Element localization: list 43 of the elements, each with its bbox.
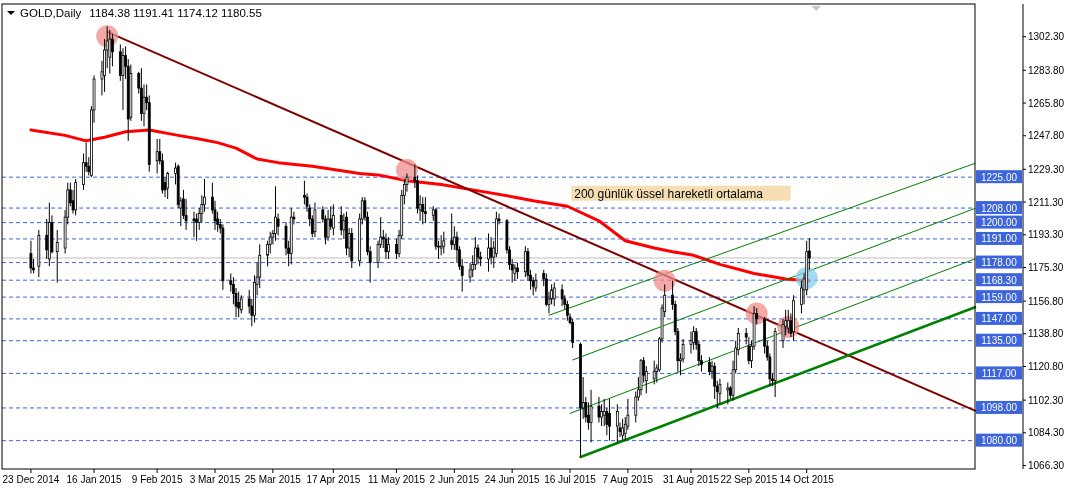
ref-line-label: 1159.00 xyxy=(981,291,1018,303)
ref-line-label: 1200.00 xyxy=(980,217,1018,229)
y-tick-label: 1102.30 xyxy=(1028,394,1064,406)
ref-line-label: 1135.00 xyxy=(981,335,1018,347)
x-tick-label: 25 Mar 2015 xyxy=(244,474,302,485)
y-tick-label: 1211.30 xyxy=(1028,196,1064,208)
ref-line-label: 1168.30 xyxy=(981,274,1018,286)
x-tick-label: 22 Sep 2015 xyxy=(720,474,778,485)
y-tick-label: 1084.30 xyxy=(1028,427,1065,439)
x-tick-label: 11 May 2015 xyxy=(367,474,426,485)
annotation: 200 günlük üssel hareketli ortalama xyxy=(574,186,764,201)
x-tick-label: 3 Mar 2015 xyxy=(189,474,241,485)
y-tick-label: 1265.80 xyxy=(1028,97,1065,109)
ref-line-label: 1191.00 xyxy=(981,233,1018,245)
y-tick-label: 1175.30 xyxy=(1028,261,1064,273)
x-tick-label: 7 Aug 2015 xyxy=(602,474,654,485)
x-tick-label: 31 Aug 2015 xyxy=(662,474,720,485)
y-tick-label: 1138.80 xyxy=(1028,328,1064,340)
chart-title: GOLD,Daily xyxy=(20,7,82,19)
ref-line-label: 1147.00 xyxy=(981,313,1018,325)
ref-line-label: 1098.00 xyxy=(980,402,1018,414)
x-tick-label: 24 Jun 2015 xyxy=(484,474,541,485)
y-tick-label: 1229.30 xyxy=(1028,163,1065,175)
y-tick-label: 1156.80 xyxy=(1028,295,1064,307)
y-tick-label: 1302.30 xyxy=(1028,31,1065,43)
ref-line-label: 1225.00 xyxy=(980,171,1018,183)
y-tick-label: 1283.80 xyxy=(1028,64,1065,76)
x-tick-label: 14 Oct 2015 xyxy=(779,474,835,485)
x-tick-label: 23 Dec 2014 xyxy=(2,474,60,485)
ref-line-label: 1117.00 xyxy=(981,367,1017,379)
ref-line-label: 1208.00 xyxy=(980,202,1018,214)
x-tick-label: 9 Feb 2015 xyxy=(131,474,183,485)
y-tick-label: 1247.80 xyxy=(1028,130,1065,142)
ref-line-label: 1080.00 xyxy=(980,435,1018,447)
ref-line-label: 1178.00 xyxy=(981,257,1018,269)
x-tick-label: 17 Apr 2015 xyxy=(306,474,361,485)
x-tick-label: 2 Jun 2015 xyxy=(429,474,480,485)
y-tick-label: 1066.30 xyxy=(1028,460,1065,472)
x-tick-label: 16 Jul 2015 xyxy=(544,474,597,485)
y-tick-label: 1193.30 xyxy=(1028,229,1064,241)
chart-subtitle: 1184.38 1191.41 1174.12 1180.55 xyxy=(89,7,262,19)
x-tick-label: 16 Jan 2015 xyxy=(66,474,122,485)
y-tick-label: 1120.80 xyxy=(1028,361,1064,373)
